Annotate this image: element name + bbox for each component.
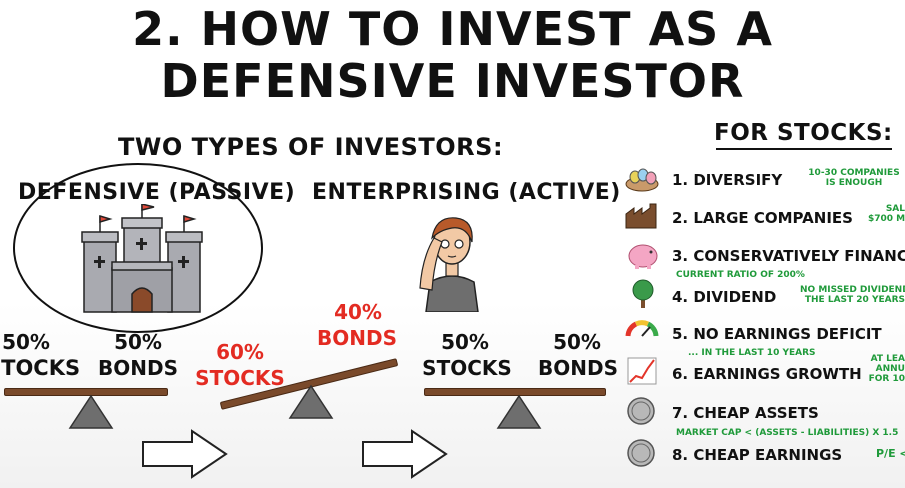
nest-eggs-icon xyxy=(625,168,659,192)
scale1-left-pct: 50% xyxy=(2,330,50,354)
piggy-bank-icon xyxy=(628,244,658,269)
scale1-right-pct: 50% xyxy=(114,330,162,354)
scale2-fulcrum xyxy=(288,384,334,419)
scale3-right-pct: 50% xyxy=(553,330,601,354)
scale1-left-word: STOCKS xyxy=(0,356,81,380)
defensive-circle xyxy=(13,163,263,333)
types-header: TWO TYPES OF INVESTORS: xyxy=(118,133,504,161)
rule-3-label: 3. CONSERVATIVELY FINANC xyxy=(672,247,905,265)
scale3-plank xyxy=(424,388,606,396)
title-line-1: 2. HOW TO INVEST AS A xyxy=(132,2,773,56)
scale2-right-pct: 40% xyxy=(334,300,382,324)
rule-5-label: 5. NO EARNINGS DEFICIT xyxy=(672,325,882,343)
rule-8-note: P/E < xyxy=(876,447,905,460)
factory-icon xyxy=(625,203,657,229)
rule-2-note: SAL $700 MI xyxy=(868,204,905,224)
scale1-fulcrum xyxy=(68,394,114,429)
arrow-right-icon xyxy=(142,429,228,479)
scale3-left-word: STOCKS xyxy=(422,356,512,380)
rule-7-label: 7. CHEAP ASSETS xyxy=(672,404,819,422)
rule-4-label: 4. DIVIDEND xyxy=(672,288,777,306)
rule-2-label: 2. LARGE COMPANIES xyxy=(672,209,853,227)
scale1-right-word: BONDS xyxy=(98,356,178,380)
coin-icon xyxy=(627,397,655,425)
scale3-right-word: BONDS xyxy=(538,356,618,380)
rule-6-note: AT LEA ANNU FOR 10 xyxy=(868,354,905,384)
scale2-left-pct: 60% xyxy=(216,340,264,364)
rule-6-label: 6. EARNINGS GROWTH xyxy=(672,365,862,383)
rule-7-note: MARKET CAP < (ASSETS - LIABILITIES) X 1.… xyxy=(676,428,899,438)
rule-1-note: 10-30 COMPANIES IS ENOUGH xyxy=(808,168,900,188)
scale3-left-pct: 50% xyxy=(441,330,489,354)
rule-8-label: 8. CHEAP EARNINGS xyxy=(672,446,843,464)
thinking-man-icon xyxy=(419,217,479,312)
rule-3-note: CURRENT RATIO OF 200% xyxy=(676,270,805,280)
for-stocks-header: FOR STOCKS: xyxy=(714,120,893,146)
rule-1-label: 1. DIVERSIFY xyxy=(672,171,783,189)
scale1-plank xyxy=(4,388,168,396)
title-line-2: DEFENSIVE INVESTOR xyxy=(160,54,745,108)
scale2-left-word: STOCKS xyxy=(195,366,285,390)
defensive-label: DEFENSIVE (PASSIVE) xyxy=(18,180,296,205)
scale3-fulcrum xyxy=(496,394,542,429)
enterprising-label: ENTERPRISING (ACTIVE) xyxy=(312,180,621,205)
header-underline xyxy=(716,148,892,150)
gauge-icon xyxy=(625,320,659,337)
scale2-right-word: BONDS xyxy=(317,326,397,350)
rule-5-note: ... IN THE LAST 10 YEARS xyxy=(688,348,816,358)
castle-icon xyxy=(81,204,203,313)
arrow-right-icon xyxy=(362,429,448,479)
growth-chart-icon xyxy=(627,357,657,385)
money-tree-icon xyxy=(632,279,654,308)
rule-4-note: NO MISSED DIVIDENDS THE LAST 20 YEARS xyxy=(800,285,905,305)
coin-icon xyxy=(627,439,655,467)
